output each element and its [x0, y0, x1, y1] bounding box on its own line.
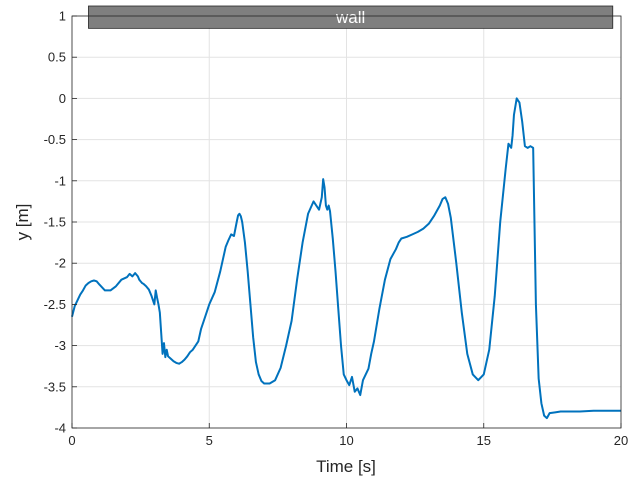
- x-axis-ticks: 0 5 10 15 20: [68, 423, 628, 448]
- x-tick-label: 0: [68, 433, 75, 448]
- y-axis-label: y [m]: [13, 204, 32, 241]
- y-tick-label: -1: [54, 173, 66, 188]
- y-tick-label: -2.5: [44, 297, 66, 312]
- y-tick-label: -0.5: [44, 132, 66, 147]
- x-tick-label: 20: [614, 433, 628, 448]
- series-line: [71, 97, 621, 420]
- y-tick-label: 1: [59, 9, 66, 24]
- x-tick-label: 5: [206, 433, 213, 448]
- y-axis-ticks: 1 0.5 0 -0.5 -1 -1.5 -2 -2.5 -3 -3.5 -4: [44, 9, 77, 436]
- wall-rect: [88, 5, 614, 29]
- wall-band: wall: [88, 5, 614, 29]
- x-tick-label: 15: [477, 433, 491, 448]
- y-tick-label: -4: [54, 421, 66, 436]
- y-tick-label: 0: [59, 91, 66, 106]
- y-tick-label: 0.5: [48, 50, 66, 65]
- x-axis-label: Time [s]: [316, 457, 376, 476]
- grid-lines: [71, 15, 622, 429]
- wall-label: wall: [335, 8, 365, 27]
- y-tick-label: -1.5: [44, 215, 66, 230]
- x-tick-label: 10: [339, 433, 353, 448]
- y-tick-label: -3.5: [44, 379, 66, 394]
- y-tick-label: -2: [54, 256, 66, 271]
- y-tick-label: -3: [54, 338, 66, 353]
